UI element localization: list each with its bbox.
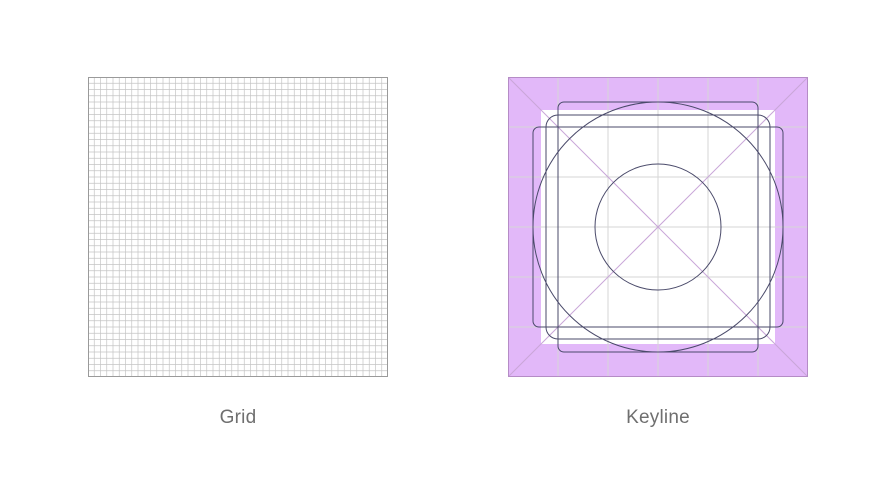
keyline-inner-circle: [594, 163, 722, 291]
grid-panel: [88, 77, 388, 377]
keyline-diagram: [508, 77, 808, 377]
grid-caption: Grid: [219, 407, 257, 428]
grid-lines: [88, 77, 388, 377]
keyline-panel: [508, 77, 808, 377]
keyline-caption: Keyline: [626, 407, 690, 428]
keyline-border: [508, 77, 808, 377]
keyline-square: [545, 114, 771, 340]
grid-border: [88, 77, 388, 377]
grid-diagram: [88, 77, 388, 377]
keyline-shapes: [532, 101, 784, 353]
keyline-outer-circle: [532, 101, 784, 353]
